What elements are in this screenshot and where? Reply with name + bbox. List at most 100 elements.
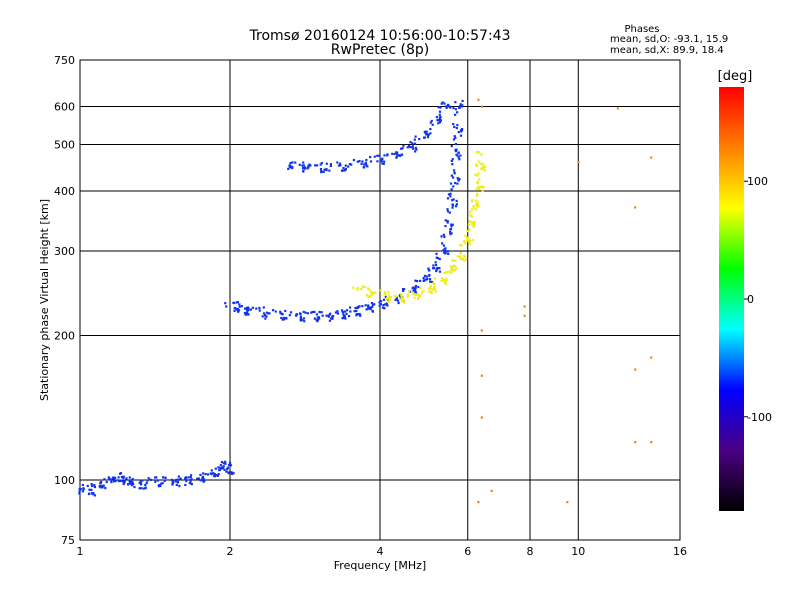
data-point <box>355 309 358 313</box>
data-point <box>395 297 398 301</box>
data-point <box>361 160 364 163</box>
data-point <box>401 289 405 292</box>
data-point <box>161 482 164 485</box>
x-tick-label: 6 <box>464 545 471 558</box>
data-point <box>120 479 123 482</box>
data-point <box>431 267 435 270</box>
data-point <box>449 182 453 185</box>
data-point <box>442 249 445 252</box>
data-point <box>445 106 448 109</box>
data-point <box>379 289 382 292</box>
data-point <box>280 316 283 320</box>
data-point <box>447 105 451 108</box>
data-point <box>411 145 414 148</box>
data-point <box>427 133 430 136</box>
data-point <box>458 158 461 161</box>
data-point <box>149 478 153 481</box>
data-point <box>366 165 369 168</box>
data-point <box>164 476 167 479</box>
data-point <box>224 302 227 305</box>
data-point <box>302 169 305 172</box>
data-point <box>449 233 452 236</box>
data-point <box>467 238 470 241</box>
data-point <box>88 488 91 491</box>
data-point <box>385 296 389 299</box>
data-point <box>449 228 452 231</box>
data-point <box>130 480 133 483</box>
data-point <box>190 478 193 481</box>
data-point <box>179 477 182 480</box>
data-point <box>251 306 255 309</box>
data-point <box>367 287 370 290</box>
data-point <box>319 167 323 171</box>
data-point <box>379 303 383 306</box>
data-point <box>433 287 436 290</box>
data-point <box>471 221 474 224</box>
data-point <box>226 468 229 471</box>
data-point <box>138 481 141 484</box>
data-point <box>475 164 479 168</box>
data-point <box>478 178 481 181</box>
data-point <box>429 285 432 288</box>
data-point <box>213 473 216 476</box>
data-point <box>482 167 485 170</box>
data-point <box>393 152 396 156</box>
data-point <box>219 467 222 470</box>
data-point <box>454 205 458 208</box>
data-point <box>414 284 418 288</box>
data-point <box>318 310 321 314</box>
data-point <box>131 477 134 481</box>
data-point <box>460 129 464 132</box>
data-point <box>476 182 479 185</box>
data-point <box>400 147 403 150</box>
data-point <box>284 309 287 313</box>
data-point <box>140 487 143 490</box>
data-point <box>477 160 480 163</box>
data-point <box>407 290 411 293</box>
data-point <box>175 478 178 481</box>
data-point <box>384 295 387 298</box>
data-point <box>294 161 297 164</box>
data-point <box>373 155 376 158</box>
x-tick-label: 1 <box>77 545 84 558</box>
data-point <box>455 126 458 130</box>
data-point <box>371 310 374 313</box>
data-point <box>267 312 270 315</box>
series-3 <box>352 151 487 304</box>
grid-lines <box>80 60 680 540</box>
data-point <box>458 106 461 109</box>
data-point <box>308 163 311 166</box>
data-point <box>412 290 415 293</box>
data-point <box>313 310 316 314</box>
data-point <box>396 299 400 302</box>
data-point <box>397 301 400 305</box>
data-point <box>341 317 344 320</box>
data-point <box>163 479 166 483</box>
chart-title: Tromsø 20160124 10:56:00-10:57:43 <box>249 28 511 44</box>
data-point <box>221 466 224 469</box>
data-point <box>287 167 290 170</box>
data-point <box>463 242 466 245</box>
data-point <box>291 161 294 164</box>
data-point <box>429 127 432 131</box>
data-point <box>472 224 476 227</box>
data-point <box>102 484 105 487</box>
data-point <box>473 223 476 226</box>
data-point <box>127 483 130 486</box>
data-point <box>227 472 230 475</box>
data-point <box>417 295 421 299</box>
data-point <box>452 107 455 110</box>
data-point <box>477 500 480 504</box>
data-point <box>100 485 103 488</box>
data-point <box>218 468 222 471</box>
series-2 <box>287 101 452 174</box>
axis-ticks: 1 2 4 6 8 10 16 75 100 200 300 400 500 600 750 <box>54 54 687 558</box>
data-point <box>170 478 174 481</box>
data-point <box>396 153 399 157</box>
data-point <box>427 287 431 290</box>
data-point <box>387 291 390 294</box>
data-point <box>156 479 160 482</box>
data-point <box>451 223 454 226</box>
data-point <box>353 310 356 313</box>
data-point <box>147 477 150 480</box>
